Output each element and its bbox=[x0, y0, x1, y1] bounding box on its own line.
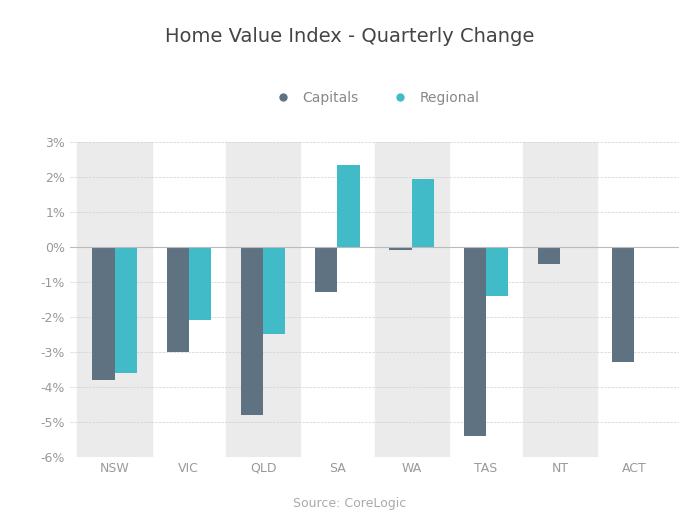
Bar bbox=[226, 142, 300, 457]
Bar bbox=[463, 247, 486, 436]
Bar bbox=[315, 247, 337, 292]
Legend: Capitals, Regional: Capitals, Regional bbox=[264, 86, 485, 111]
Bar bbox=[612, 247, 634, 362]
Bar bbox=[523, 142, 597, 457]
Text: Source: CoreLogic: Source: CoreLogic bbox=[293, 498, 407, 510]
Text: Home Value Index - Quarterly Change: Home Value Index - Quarterly Change bbox=[165, 27, 535, 46]
Bar bbox=[263, 247, 286, 334]
Bar bbox=[241, 247, 263, 415]
Bar bbox=[92, 247, 115, 380]
Bar bbox=[486, 247, 508, 296]
Bar bbox=[78, 142, 152, 457]
Bar bbox=[538, 247, 560, 264]
Bar bbox=[167, 247, 189, 352]
Bar bbox=[389, 247, 412, 250]
Bar bbox=[374, 142, 449, 457]
Bar bbox=[337, 164, 360, 247]
Bar bbox=[115, 247, 136, 373]
Bar bbox=[412, 178, 434, 247]
Bar bbox=[189, 247, 211, 320]
